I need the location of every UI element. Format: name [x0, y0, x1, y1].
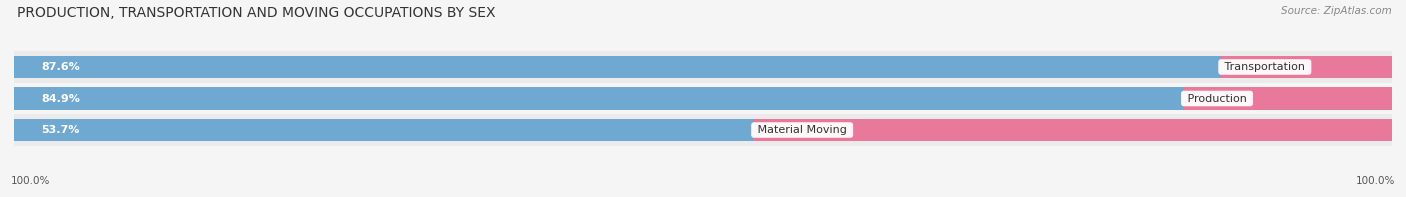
Bar: [14, 51, 1392, 83]
Bar: [14, 119, 754, 141]
Bar: [14, 87, 1184, 110]
Text: PRODUCTION, TRANSPORTATION AND MOVING OCCUPATIONS BY SEX: PRODUCTION, TRANSPORTATION AND MOVING OC…: [17, 6, 495, 20]
Text: 53.7%: 53.7%: [42, 125, 80, 135]
Bar: [754, 119, 1392, 141]
Text: 84.9%: 84.9%: [42, 94, 80, 103]
Bar: [1220, 56, 1392, 78]
Bar: [1184, 87, 1393, 110]
Text: Production: Production: [1184, 94, 1250, 103]
Text: 100.0%: 100.0%: [11, 176, 51, 186]
Bar: [14, 56, 1220, 78]
Text: Material Moving: Material Moving: [754, 125, 851, 135]
Text: Source: ZipAtlas.com: Source: ZipAtlas.com: [1281, 6, 1392, 16]
Bar: [14, 114, 1392, 146]
Bar: [14, 83, 1392, 114]
Text: Transportation: Transportation: [1220, 62, 1309, 72]
Text: 87.6%: 87.6%: [42, 62, 80, 72]
Text: 100.0%: 100.0%: [1355, 176, 1395, 186]
